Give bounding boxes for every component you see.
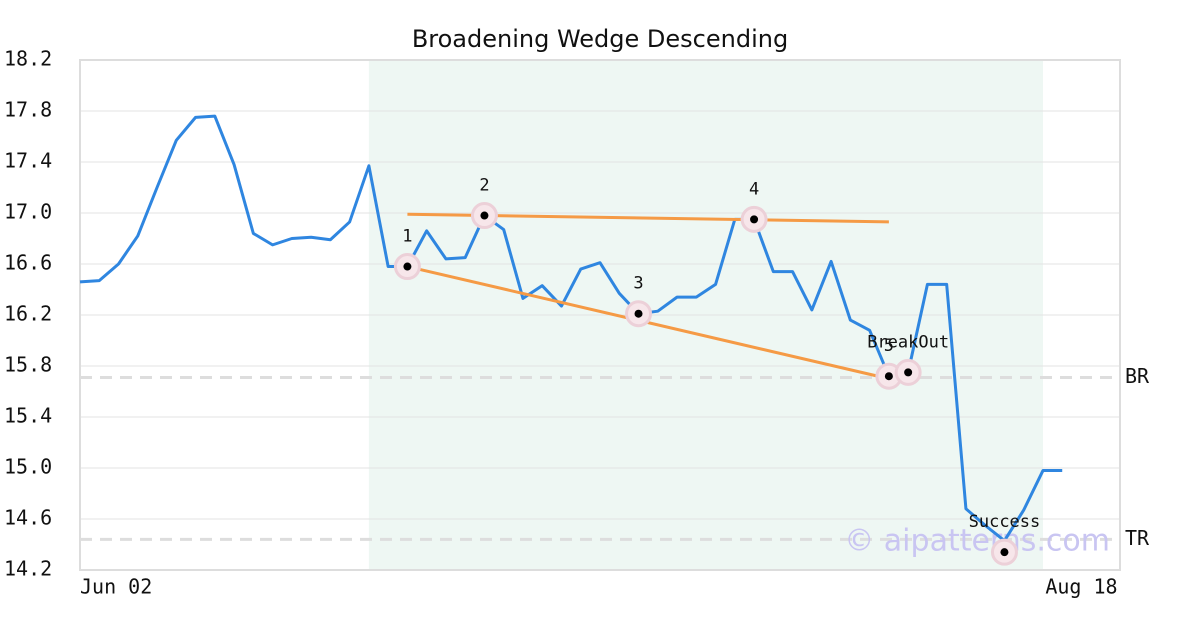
y-tick-label: 17.0 bbox=[4, 200, 52, 224]
point-label: BreakOut bbox=[867, 332, 949, 352]
y-tick-label: 15.0 bbox=[4, 455, 52, 479]
level-label: BR bbox=[1125, 364, 1150, 388]
pattern-point bbox=[884, 372, 893, 381]
y-tick-label: 16.2 bbox=[4, 302, 52, 326]
x-tick-label: Aug 18 bbox=[1045, 575, 1117, 599]
pattern-point bbox=[480, 211, 489, 220]
y-tick-label: 17.4 bbox=[4, 149, 52, 173]
point-label: Success bbox=[969, 512, 1041, 532]
pattern-point bbox=[403, 262, 412, 271]
point-label: 2 bbox=[479, 176, 489, 196]
y-tick-label: 18.2 bbox=[4, 47, 52, 71]
pattern-point bbox=[904, 368, 913, 377]
y-tick-label: 17.8 bbox=[4, 98, 52, 122]
y-tick-label: 14.2 bbox=[4, 557, 52, 581]
point-label: 3 bbox=[633, 274, 643, 294]
level-label: TR bbox=[1125, 526, 1150, 550]
y-tick-label: 16.6 bbox=[4, 251, 52, 275]
x-tick-label: Jun 02 bbox=[80, 575, 152, 599]
pattern-point bbox=[750, 215, 759, 224]
pattern-point bbox=[634, 309, 643, 318]
y-tick-label: 15.4 bbox=[4, 404, 52, 428]
point-label: 5 bbox=[884, 336, 894, 356]
watermark: © aipatterns.com bbox=[844, 524, 1110, 559]
point-label: 4 bbox=[749, 179, 759, 199]
plot-frame bbox=[79, 59, 1121, 571]
chart-title: Broadening Wedge Descending bbox=[412, 25, 788, 53]
y-tick-label: 15.8 bbox=[4, 353, 52, 377]
y-tick-label: 14.6 bbox=[4, 506, 52, 530]
pattern-point bbox=[1000, 548, 1009, 557]
point-label: 1 bbox=[402, 227, 412, 247]
